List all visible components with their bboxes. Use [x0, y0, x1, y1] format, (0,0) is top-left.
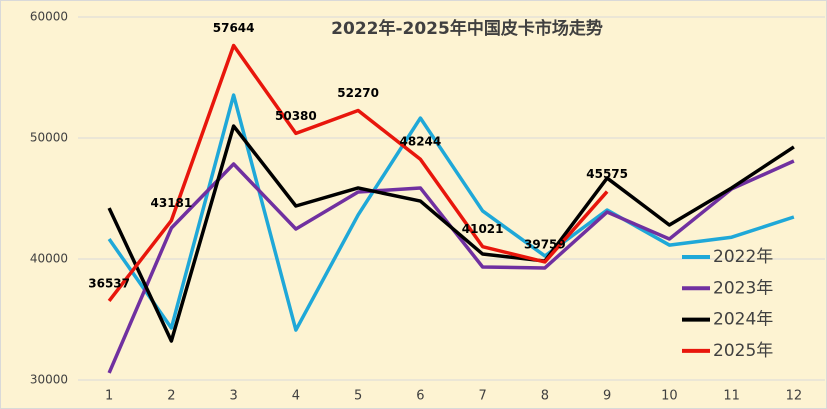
x-tick-label: 9 — [603, 389, 611, 404]
x-tick-label: 10 — [661, 389, 678, 404]
legend-label: 2024年 — [713, 310, 773, 330]
data-label: 45575 — [586, 167, 628, 181]
x-tick-label: 5 — [354, 389, 362, 404]
x-tick-label: 6 — [416, 389, 424, 404]
legend-label: 2025年 — [713, 341, 773, 361]
x-tick-label: 2 — [167, 389, 175, 404]
data-label: 43181 — [151, 196, 193, 210]
data-label: 57644 — [213, 21, 255, 35]
series-line — [107, 159, 795, 374]
data-label: 50380 — [275, 109, 317, 123]
y-tick-label: 40000 — [30, 252, 68, 266]
x-tick-label: 11 — [723, 389, 740, 404]
data-label: 36537 — [88, 276, 130, 290]
x-tick-label: 3 — [229, 389, 237, 404]
series-line — [107, 93, 795, 332]
data-label: 48244 — [400, 135, 442, 149]
x-tick-label: 4 — [292, 389, 300, 404]
chart-title: 2022年-2025年中国皮卡市场走势 — [331, 18, 603, 39]
series-line — [107, 124, 795, 343]
x-tick-label: 1 — [105, 389, 113, 404]
data-label: 41021 — [462, 222, 504, 236]
y-tick-label: 60000 — [30, 10, 68, 24]
legend-label: 2022年 — [713, 247, 773, 267]
x-tick-label: 12 — [786, 389, 803, 404]
series-line — [107, 43, 609, 302]
y-tick-label: 50000 — [30, 131, 68, 145]
legend-label: 2023年 — [713, 278, 773, 298]
y-tick-label: 30000 — [30, 373, 68, 387]
data-label: 52270 — [337, 86, 379, 100]
data-label: 39759 — [524, 237, 566, 251]
x-tick-label: 8 — [541, 389, 549, 404]
x-tick-label: 7 — [478, 389, 486, 404]
